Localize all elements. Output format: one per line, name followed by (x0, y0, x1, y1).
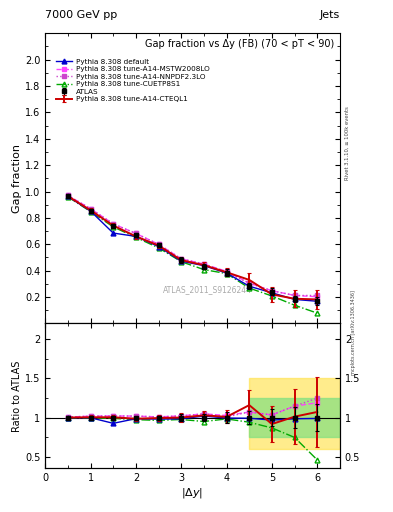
Pythia 8.308 tune-CUETP8S1 (88, 208, 93, 215)
Text: 7000 GeV pp: 7000 GeV pp (45, 10, 118, 20)
Pythia 8.308 tune-A14-NNPDF2.3LO (247, 280, 252, 286)
Text: ATLAS_2011_S9126244: ATLAS_2011_S9126244 (163, 285, 252, 294)
Pythia 8.308 tune-A14-MSTW2008LO (88, 206, 93, 212)
Pythia 8.308 tune-A14-MSTW2008LO (224, 268, 229, 274)
Line: Pythia 8.308 tune-A14-NNPDF2.3LO: Pythia 8.308 tune-A14-NNPDF2.3LO (66, 194, 319, 297)
Bar (249, 398, 340, 437)
Pythia 8.308 tune-CUETP8S1 (224, 270, 229, 276)
Pythia 8.308 default (315, 298, 320, 304)
Pythia 8.308 tune-A14-NNPDF2.3LO (270, 288, 274, 294)
Pythia 8.308 tune-CUETP8S1 (270, 293, 274, 299)
Pythia 8.308 tune-A14-MSTW2008LO (156, 241, 161, 247)
Pythia 8.308 tune-A14-NNPDF2.3LO (88, 206, 93, 212)
Pythia 8.308 tune-CUETP8S1 (292, 302, 297, 308)
Pythia 8.308 tune-A14-NNPDF2.3LO (224, 269, 229, 275)
Pythia 8.308 tune-A14-NNPDF2.3LO (66, 193, 70, 199)
Line: Pythia 8.308 default: Pythia 8.308 default (66, 194, 320, 304)
Pythia 8.308 tune-A14-MSTW2008LO (179, 255, 184, 262)
Bar (249, 378, 340, 449)
Pythia 8.308 tune-A14-MSTW2008LO (134, 230, 138, 237)
Pythia 8.308 tune-A14-MSTW2008LO (202, 261, 206, 267)
Pythia 8.308 tune-A14-MSTW2008LO (315, 294, 320, 300)
Pythia 8.308 default (292, 296, 297, 303)
Pythia 8.308 tune-A14-MSTW2008LO (292, 292, 297, 298)
Pythia 8.308 default (179, 258, 184, 264)
Pythia 8.308 tune-A14-MSTW2008LO (270, 288, 274, 294)
Pythia 8.308 tune-CUETP8S1 (179, 259, 184, 265)
Text: mcplots.cern.ch [arXiv:1306.3436]: mcplots.cern.ch [arXiv:1306.3436] (351, 290, 356, 375)
Pythia 8.308 default (156, 244, 161, 250)
Pythia 8.308 tune-A14-MSTW2008LO (247, 280, 252, 286)
Pythia 8.308 tune-CUETP8S1 (247, 285, 252, 291)
Pythia 8.308 tune-A14-NNPDF2.3LO (315, 292, 320, 298)
Pythia 8.308 default (66, 194, 70, 200)
Y-axis label: Ratio to ATLAS: Ratio to ATLAS (12, 360, 22, 432)
Pythia 8.308 tune-A14-MSTW2008LO (66, 193, 70, 199)
Pythia 8.308 default (134, 233, 138, 240)
Pythia 8.308 tune-A14-NNPDF2.3LO (202, 261, 206, 267)
Line: Pythia 8.308 tune-A14-MSTW2008LO: Pythia 8.308 tune-A14-MSTW2008LO (66, 194, 319, 298)
Legend: Pythia 8.308 default, Pythia 8.308 tune-A14-MSTW2008LO, Pythia 8.308 tune-A14-NN: Pythia 8.308 default, Pythia 8.308 tune-… (55, 57, 211, 103)
Y-axis label: Gap fraction: Gap fraction (12, 144, 22, 213)
Pythia 8.308 tune-A14-NNPDF2.3LO (179, 255, 184, 262)
Pythia 8.308 tune-CUETP8S1 (66, 194, 70, 200)
Pythia 8.308 default (88, 208, 93, 214)
Pythia 8.308 default (202, 263, 206, 269)
Text: Gap fraction vs Δy (FB) (70 < pT < 90): Gap fraction vs Δy (FB) (70 < pT < 90) (145, 39, 334, 49)
Pythia 8.308 tune-A14-NNPDF2.3LO (292, 292, 297, 298)
X-axis label: $|\Delta y|$: $|\Delta y|$ (182, 486, 204, 500)
Pythia 8.308 default (224, 270, 229, 276)
Text: Jets: Jets (320, 10, 340, 20)
Pythia 8.308 tune-A14-NNPDF2.3LO (111, 221, 116, 227)
Line: Pythia 8.308 tune-CUETP8S1: Pythia 8.308 tune-CUETP8S1 (66, 195, 320, 315)
Pythia 8.308 default (111, 230, 116, 236)
Text: Rivet 3.1.10, ≥ 100k events: Rivet 3.1.10, ≥ 100k events (345, 106, 350, 180)
Pythia 8.308 tune-A14-NNPDF2.3LO (134, 230, 138, 237)
Pythia 8.308 tune-CUETP8S1 (111, 224, 116, 230)
Pythia 8.308 tune-CUETP8S1 (315, 310, 320, 316)
Pythia 8.308 default (270, 290, 274, 296)
Pythia 8.308 default (247, 283, 252, 289)
Pythia 8.308 tune-A14-MSTW2008LO (111, 221, 116, 227)
Pythia 8.308 tune-A14-NNPDF2.3LO (156, 241, 161, 247)
Pythia 8.308 tune-CUETP8S1 (156, 245, 161, 251)
Pythia 8.308 tune-CUETP8S1 (134, 234, 138, 241)
Pythia 8.308 tune-CUETP8S1 (202, 267, 206, 273)
